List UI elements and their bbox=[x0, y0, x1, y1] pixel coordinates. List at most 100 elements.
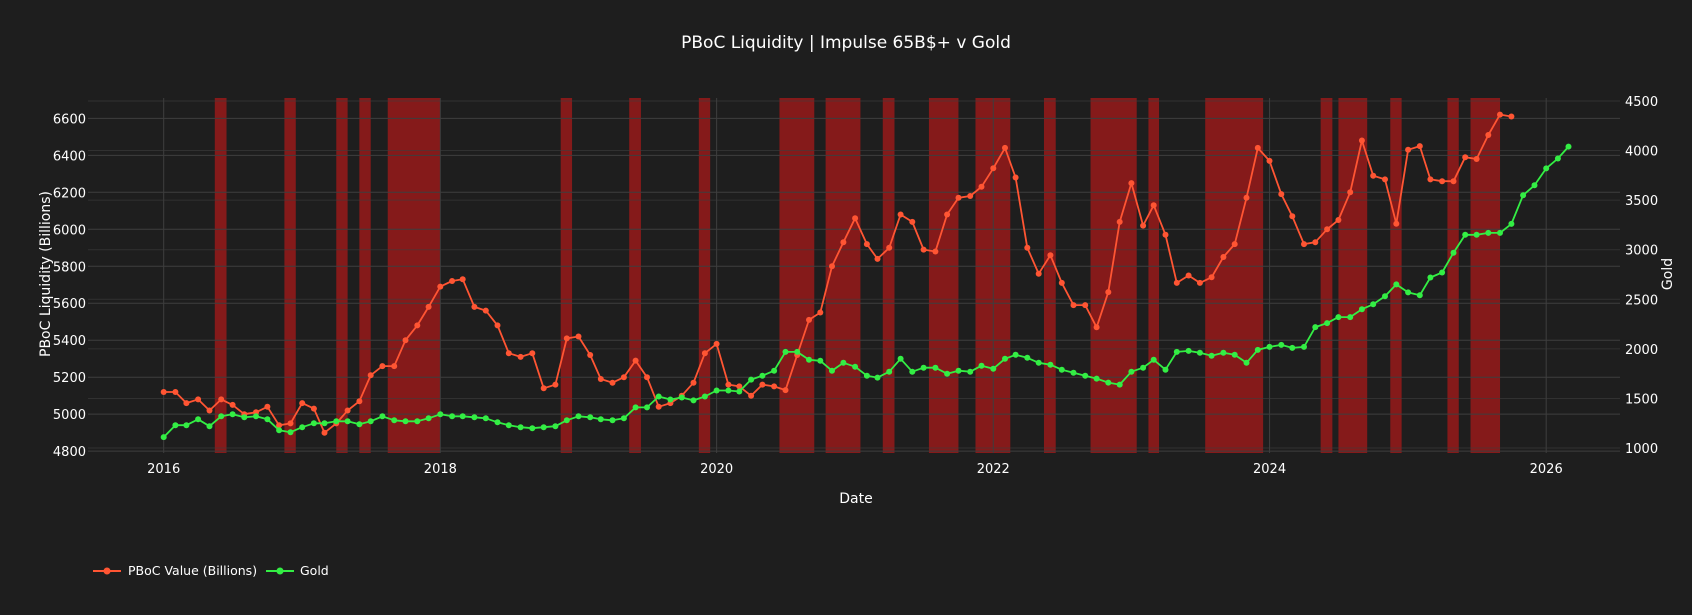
x-tick-label-2026: 2026 bbox=[1530, 462, 1563, 477]
series-point-gold-112 bbox=[1450, 249, 1457, 256]
y-right-tick-label-2500: 2500 bbox=[1625, 293, 1658, 308]
series-point-pboc-73 bbox=[1002, 144, 1008, 151]
series-point-pboc-87 bbox=[1162, 231, 1169, 238]
series-point-gold-37 bbox=[587, 414, 594, 421]
impulse-band-15 bbox=[1148, 98, 1160, 453]
series-point-pboc-18 bbox=[367, 372, 374, 379]
series-point-pboc-104 bbox=[1358, 137, 1365, 144]
impulse-shading-layer bbox=[214, 98, 1501, 453]
series-point-gold-34 bbox=[552, 423, 559, 430]
series-point-gold-17 bbox=[356, 421, 363, 428]
series-point-pboc-19 bbox=[379, 363, 386, 370]
legend-item-gold[interactable]: Gold bbox=[266, 563, 329, 578]
impulse-band-3 bbox=[359, 98, 371, 453]
series-point-gold-99 bbox=[1301, 343, 1307, 350]
series-point-pboc-64 bbox=[897, 211, 904, 218]
series-point-pboc-89 bbox=[1185, 272, 1192, 279]
series-point-gold-49 bbox=[725, 387, 732, 394]
series-point-pboc-95 bbox=[1254, 144, 1261, 151]
series-point-pboc-23 bbox=[425, 303, 432, 310]
y-left-tick-label-5200: 5200 bbox=[53, 371, 86, 386]
series-point-pboc-20 bbox=[391, 363, 398, 370]
y-left-tick-label-6400: 6400 bbox=[53, 149, 86, 164]
series-point-pboc-79 bbox=[1070, 302, 1077, 309]
impulse-band-17 bbox=[1320, 98, 1333, 453]
series-point-pboc-85 bbox=[1140, 222, 1147, 229]
series-point-pboc-86 bbox=[1150, 202, 1157, 209]
series-point-gold-51 bbox=[748, 376, 755, 383]
series-point-gold-108 bbox=[1405, 289, 1412, 296]
series-point-gold-115 bbox=[1485, 229, 1492, 236]
series-point-gold-27 bbox=[471, 414, 478, 421]
series-point-pboc-82 bbox=[1105, 289, 1112, 296]
series-point-pboc-10 bbox=[276, 422, 283, 429]
series-point-gold-93 bbox=[1231, 351, 1238, 358]
impulse-band-14 bbox=[1090, 98, 1137, 453]
impulse-band-18 bbox=[1338, 98, 1368, 453]
series-point-gold-117 bbox=[1508, 220, 1515, 227]
series-point-gold-81 bbox=[1093, 375, 1100, 382]
series-point-gold-88 bbox=[1173, 348, 1180, 355]
y-right-tick-label-1000: 1000 bbox=[1625, 442, 1658, 457]
series-point-pboc-52 bbox=[759, 381, 766, 388]
impulse-band-21 bbox=[1470, 98, 1501, 453]
series-point-pboc-102 bbox=[1335, 217, 1342, 223]
series-point-gold-38 bbox=[597, 416, 604, 423]
series-point-pboc-14 bbox=[321, 429, 328, 436]
y-right-tick-label-4000: 4000 bbox=[1625, 145, 1658, 160]
series-point-gold-96 bbox=[1266, 343, 1273, 350]
series-point-pboc-71 bbox=[978, 183, 985, 190]
series-point-gold-7 bbox=[241, 414, 248, 421]
series-point-pboc-4 bbox=[206, 407, 213, 414]
axis-tick-labels-layer: 2016 2018 2020 2022 2024 2026 4800 5000 5200 5400… bbox=[53, 95, 1658, 477]
series-point-pboc-62 bbox=[874, 255, 881, 262]
series-point-gold-116 bbox=[1497, 229, 1503, 236]
series-point-pboc-67 bbox=[932, 248, 939, 255]
series-point-gold-55 bbox=[794, 348, 801, 355]
series-point-pboc-37 bbox=[587, 352, 594, 358]
series-point-gold-102 bbox=[1335, 314, 1342, 321]
series-point-pboc-17 bbox=[356, 398, 363, 405]
series-point-gold-122 bbox=[1565, 143, 1572, 150]
series-point-pboc-28 bbox=[482, 307, 489, 314]
series-point-gold-109 bbox=[1416, 292, 1423, 299]
series-point-pboc-92 bbox=[1220, 254, 1227, 260]
series-point-pboc-3 bbox=[195, 396, 202, 403]
impulse-band-10 bbox=[882, 98, 895, 453]
x-tick-label-2016: 2016 bbox=[147, 462, 180, 477]
series-point-pboc-6 bbox=[229, 401, 236, 408]
series-point-gold-41 bbox=[632, 404, 639, 411]
series-point-pboc-35 bbox=[563, 335, 570, 342]
series-point-gold-12 bbox=[299, 424, 306, 431]
series-point-pboc-80 bbox=[1082, 302, 1089, 309]
series-point-gold-78 bbox=[1058, 366, 1065, 373]
series-point-gold-40 bbox=[620, 415, 627, 422]
series-point-pboc-98 bbox=[1289, 213, 1296, 220]
series-point-gold-14 bbox=[321, 420, 328, 427]
series-point-pboc-11 bbox=[287, 420, 294, 427]
y-right-tick-label-4500: 4500 bbox=[1625, 95, 1658, 110]
series-point-pboc-49 bbox=[725, 381, 732, 388]
series-point-gold-63 bbox=[886, 368, 893, 375]
series-point-pboc-31 bbox=[517, 353, 524, 360]
series-point-gold-95 bbox=[1254, 346, 1261, 353]
series-point-gold-64 bbox=[897, 355, 904, 362]
series-point-pboc-27 bbox=[471, 303, 478, 310]
series-point-gold-8 bbox=[253, 413, 259, 420]
series-point-gold-114 bbox=[1473, 231, 1480, 238]
series-point-pboc-76 bbox=[1035, 270, 1042, 277]
series-point-gold-53 bbox=[771, 367, 778, 374]
legend-item-pboc[interactable]: PBoC Value (Billions) bbox=[93, 563, 257, 578]
series-point-gold-70 bbox=[967, 368, 974, 375]
impulse-band-20 bbox=[1447, 98, 1459, 453]
series-point-gold-28 bbox=[482, 415, 489, 422]
series-point-pboc-16 bbox=[344, 407, 351, 414]
series-point-gold-4 bbox=[206, 423, 213, 430]
y-axis-right-title: Gold bbox=[1660, 258, 1676, 290]
series-point-pboc-43 bbox=[655, 403, 662, 410]
series-point-gold-61 bbox=[863, 372, 870, 379]
series-point-gold-106 bbox=[1382, 293, 1388, 300]
series-point-gold-75 bbox=[1024, 354, 1031, 361]
